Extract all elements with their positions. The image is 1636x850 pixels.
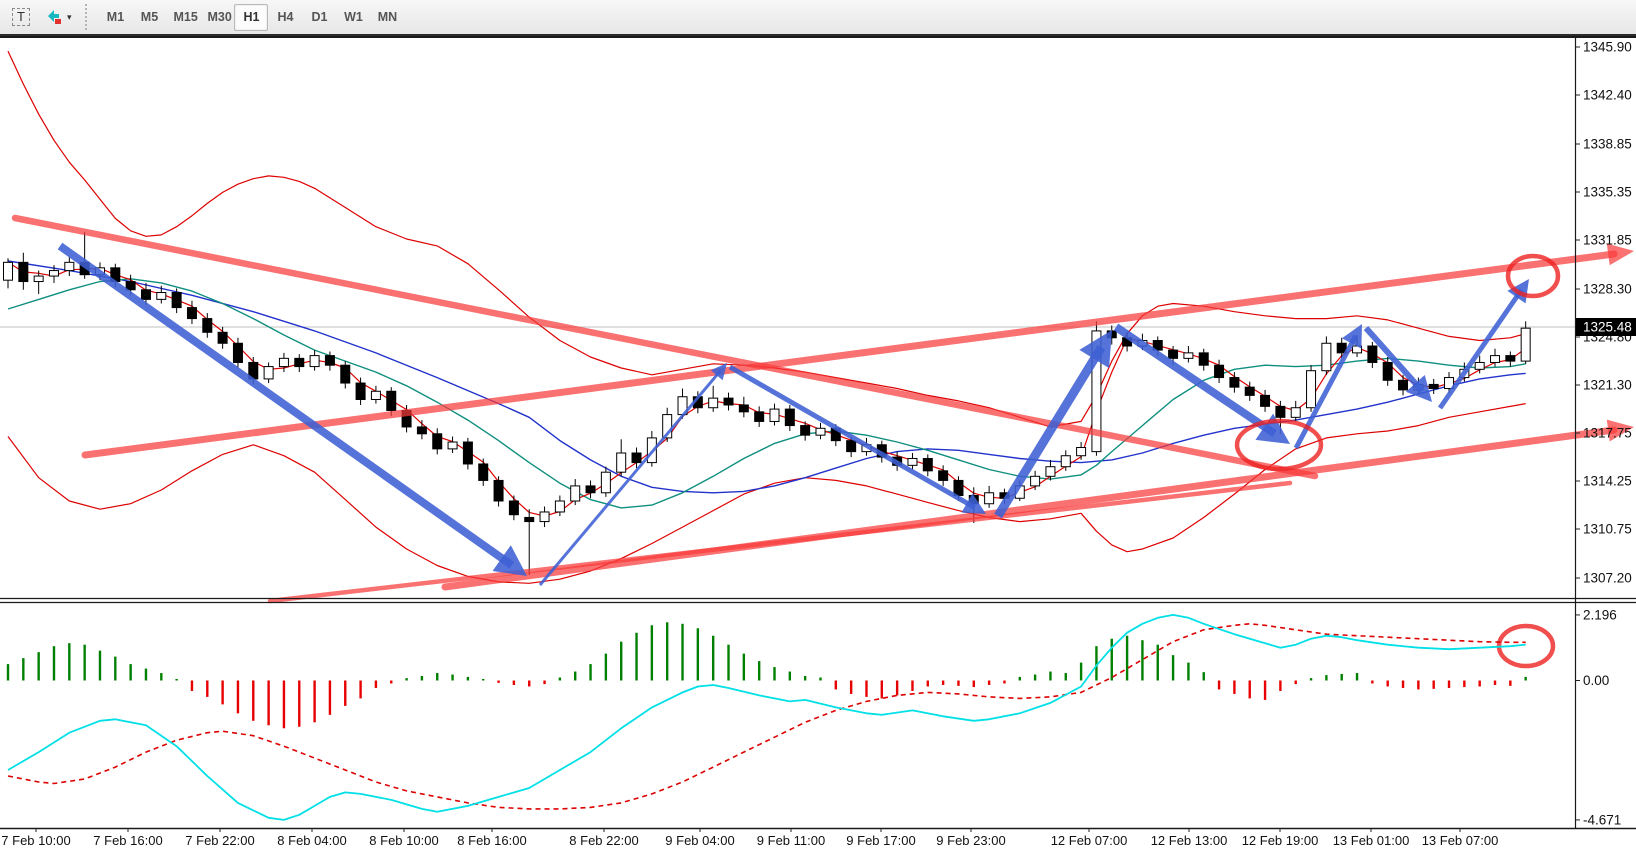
highlight-ellipses[interactable] (1234, 253, 1561, 669)
timeframe-button-D1[interactable]: D1 (302, 4, 336, 31)
timeframe-button-M5[interactable]: M5 (132, 4, 166, 31)
svg-text:-4.671: -4.671 (1583, 812, 1621, 827)
svg-text:2.196: 2.196 (1583, 607, 1617, 622)
svg-text:12 Feb 13:00: 12 Feb 13:00 (1151, 833, 1228, 848)
svg-text:1307.20: 1307.20 (1583, 571, 1632, 586)
timeframe-button-M15[interactable]: M15 (166, 4, 200, 31)
svg-text:9 Feb 23:00: 9 Feb 23:00 (936, 833, 1005, 848)
timeframe-button-H1[interactable]: H1 (234, 3, 269, 31)
svg-text:8 Feb 16:00: 8 Feb 16:00 (457, 833, 526, 848)
svg-text:0.00: 0.00 (1583, 673, 1609, 688)
svg-text:8 Feb 22:00: 8 Feb 22:00 (569, 833, 638, 848)
toolbar-separator (85, 4, 92, 30)
toolbar: T ▾ M1 M5 M15 M30 H1 H4 D1 W1 MN (0, 0, 1636, 36)
svg-text:1331.85: 1331.85 (1583, 233, 1632, 248)
current-price-badge: 1325.48 (1576, 318, 1636, 336)
svg-text:1345.90: 1345.90 (1583, 40, 1632, 55)
trend-lines[interactable] (11, 214, 1634, 604)
svg-text:1317.75: 1317.75 (1583, 426, 1632, 441)
svg-text:7 Feb 16:00: 7 Feb 16:00 (93, 833, 162, 848)
svg-text:9 Feb 17:00: 9 Feb 17:00 (846, 833, 915, 848)
timeframe-button-M30[interactable]: M30 (200, 4, 234, 31)
svg-text:8 Feb 04:00: 8 Feb 04:00 (277, 833, 346, 848)
colored-arrows-icon (47, 10, 61, 24)
timeframe-button-H4[interactable]: H4 (268, 4, 302, 31)
timeframe-button-MN[interactable]: MN (370, 4, 404, 31)
svg-text:9 Feb 11:00: 9 Feb 11:00 (757, 833, 825, 848)
svg-text:1328.30: 1328.30 (1583, 282, 1632, 297)
timeframe-button-group: M1 M5 M15 M30 H1 H4 D1 W1 MN (98, 3, 404, 31)
time-axis: 7 Feb 10:00 7 Feb 16:00 7 Feb 22:00 8 Feb 0… (1, 828, 1498, 848)
svg-text:9 Feb 04:00: 9 Feb 04:00 (665, 833, 734, 848)
pane-borders (0, 36, 1636, 830)
svg-text:1338.85: 1338.85 (1583, 137, 1632, 152)
svg-text:1314.25: 1314.25 (1583, 474, 1632, 489)
timeframe-button-W1[interactable]: W1 (336, 4, 370, 31)
svg-text:1321.30: 1321.30 (1583, 378, 1632, 393)
swing-arrows[interactable] (57, 242, 1529, 586)
timeframe-button-M1[interactable]: M1 (98, 4, 132, 31)
price-axis: 1345.90 1342.40 1338.85 1335.35 1331.85 1328.… (1575, 40, 1632, 586)
svg-text:1310.75: 1310.75 (1583, 522, 1632, 537)
candlestick-layer (3, 232, 1531, 576)
highlight-ellipse-1 (1234, 418, 1324, 472)
svg-text:1325.48: 1325.48 (1583, 320, 1632, 335)
text-tool-button[interactable]: T (5, 4, 37, 31)
svg-text:1335.35: 1335.35 (1583, 185, 1632, 200)
svg-text:7 Feb 22:00: 7 Feb 22:00 (185, 833, 254, 848)
svg-text:13 Feb 07:00: 13 Feb 07:00 (1422, 833, 1499, 848)
indicator-overlays (7, 50, 1527, 584)
price-chart-canvas[interactable]: 1345.90 1342.40 1338.85 1335.35 1331.85 1328.… (0, 36, 1636, 850)
svg-text:13 Feb 01:00: 13 Feb 01:00 (1333, 833, 1410, 848)
svg-text:7 Feb 10:00: 7 Feb 10:00 (1, 833, 70, 848)
macd-panel (6, 614, 1527, 821)
dropdown-caret-icon: ▾ (66, 11, 72, 22)
text-tool-icon: T (12, 8, 30, 26)
svg-text:12 Feb 07:00: 12 Feb 07:00 (1051, 833, 1128, 848)
chart-area: 1345.90 1342.40 1338.85 1335.35 1331.85 1328.… (0, 36, 1636, 850)
svg-text:1342.40: 1342.40 (1583, 88, 1632, 103)
highlight-ellipse-2 (1505, 253, 1561, 299)
objects-tool-button[interactable]: ▾ (39, 4, 79, 31)
indicator-axis: 2.196 0.00 -4.671 (1575, 607, 1621, 827)
svg-text:8 Feb 10:00: 8 Feb 10:00 (369, 833, 438, 848)
svg-text:12 Feb 19:00: 12 Feb 19:00 (1242, 833, 1319, 848)
